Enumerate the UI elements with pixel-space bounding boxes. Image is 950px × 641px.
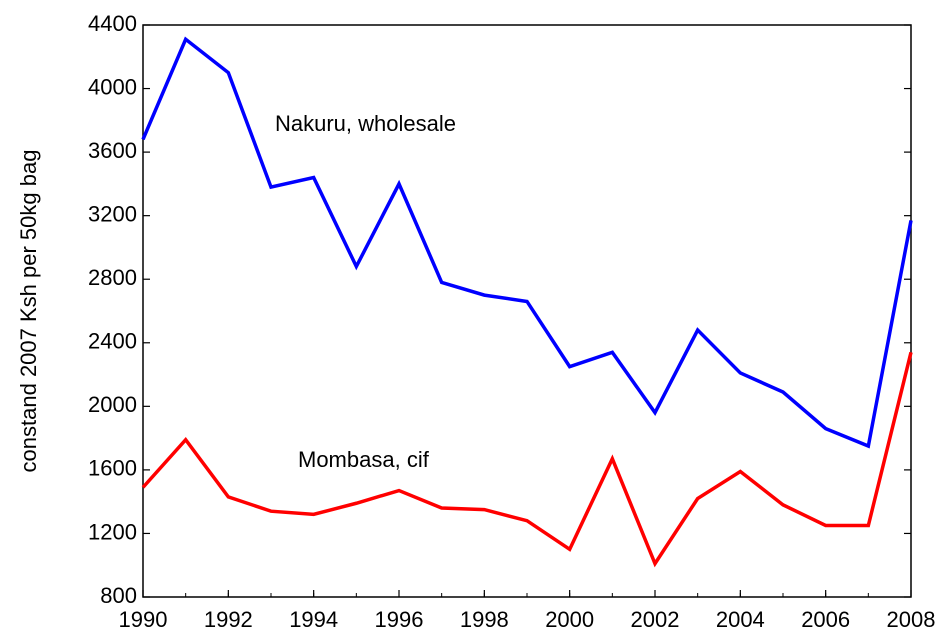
series-label: Mombasa, cif — [298, 447, 430, 472]
x-tick-label: 2008 — [887, 607, 936, 632]
y-tick-label: 4000 — [88, 74, 137, 99]
x-tick-label: 2000 — [545, 607, 594, 632]
x-tick-label: 2004 — [716, 607, 765, 632]
y-tick-label: 2800 — [88, 265, 137, 290]
x-tick-label: 1994 — [289, 607, 338, 632]
y-tick-label: 1600 — [88, 456, 137, 481]
y-tick-label: 2000 — [88, 392, 137, 417]
y-tick-label: 3600 — [88, 138, 137, 163]
y-tick-label: 1200 — [88, 519, 137, 544]
x-tick-label: 1996 — [375, 607, 424, 632]
series-line — [141, 351, 913, 568]
x-tick-label: 1998 — [460, 607, 509, 632]
x-tick-label: 2002 — [631, 607, 680, 632]
x-tick-label: 1990 — [119, 607, 168, 632]
x-tick-label: 1992 — [204, 607, 253, 632]
y-axis-label: constand 2007 Ksh per 50kg bag — [16, 150, 41, 473]
series-label: Nakuru, wholesale — [275, 111, 456, 136]
y-tick-label: 800 — [100, 583, 137, 608]
series-line — [141, 36, 913, 449]
y-tick-label: 3200 — [88, 201, 137, 226]
y-tick-label: 2400 — [88, 329, 137, 354]
y-tick-label: 4400 — [88, 11, 137, 36]
x-tick-label: 2006 — [801, 607, 850, 632]
